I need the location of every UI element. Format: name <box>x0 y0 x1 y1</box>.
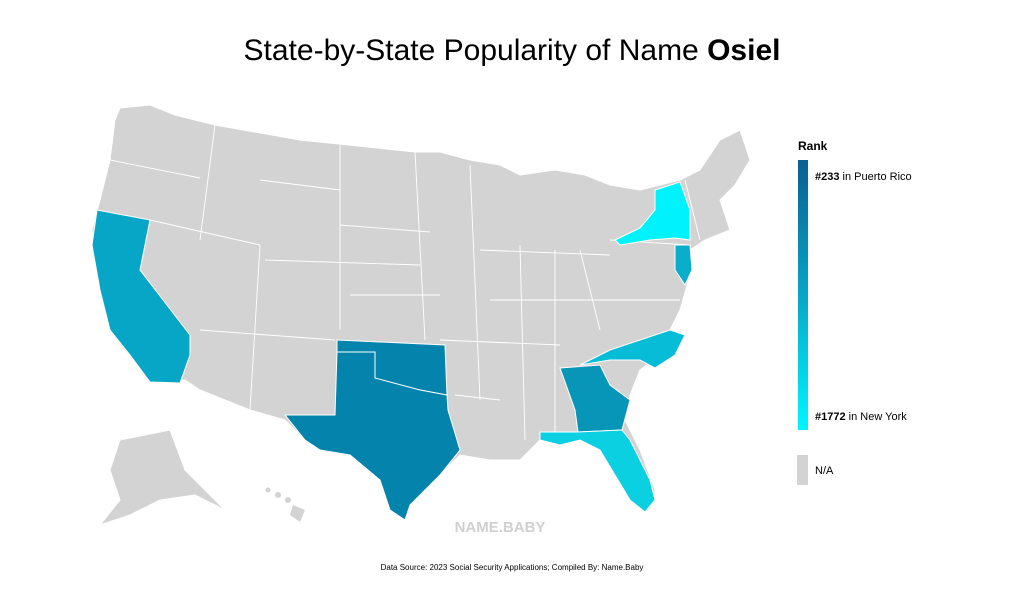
state-ak <box>98 429 226 527</box>
legend-gradient <box>798 160 808 430</box>
state-fl <box>539 429 656 513</box>
legend-na-swatch <box>797 455 808 485</box>
state-ga <box>559 364 631 433</box>
legend-low-place: in New York <box>849 411 908 423</box>
footer: Data Source: 2023 Social Security Applic… <box>381 563 644 572</box>
legend-high: #233 in Puerto Rico <box>815 171 912 183</box>
legend-high-rank: #233 <box>815 171 839 183</box>
state-borders <box>109 124 701 441</box>
legend-title: Rank <box>798 139 828 153</box>
title: State-by-State Popularity of Name Osiel <box>244 34 781 67</box>
legend-low: #1772 in New York <box>815 411 907 423</box>
state-ca <box>91 209 191 384</box>
title-text: State-by-State Popularity of Name <box>244 34 708 67</box>
state-nj <box>674 244 693 287</box>
legend-na: N/A <box>815 465 834 477</box>
legend-low-rank: #1772 <box>815 411 846 423</box>
state-tx <box>283 351 461 521</box>
state-hi <box>265 487 305 522</box>
state-nc <box>579 329 686 369</box>
state-ny <box>614 181 691 246</box>
legend-high-place: in Puerto Rico <box>843 171 912 183</box>
watermark: NAME.BABY <box>455 519 546 536</box>
title-name: Osiel <box>707 34 780 67</box>
